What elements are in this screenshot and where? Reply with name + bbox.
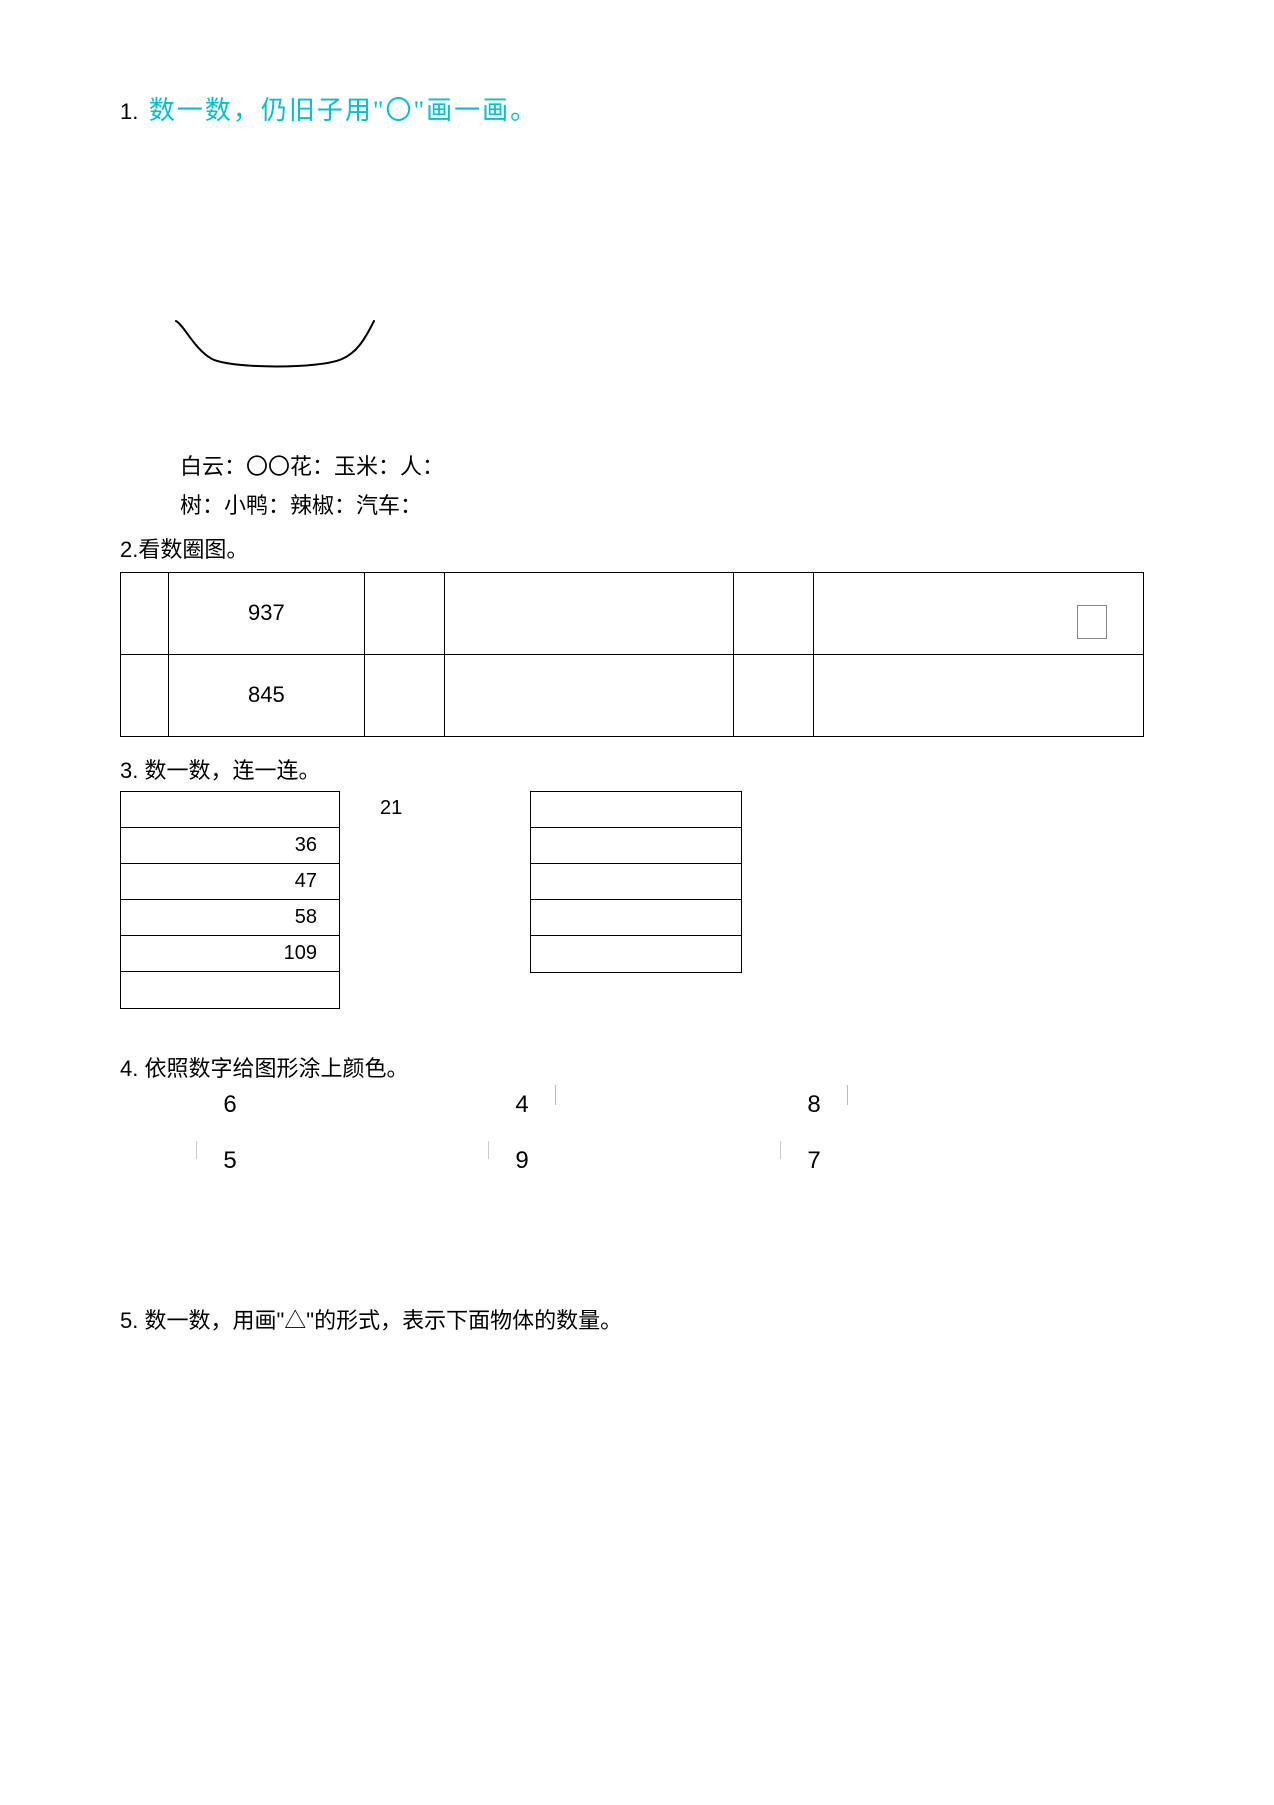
q2-value: 937 bbox=[248, 600, 285, 625]
q4-heading: 4. 依照数字给图形涂上颜色。 bbox=[120, 1051, 1154, 1083]
q5-title-text: 数一数，用画"△"的形式，表示下面物体的数量。 bbox=[138, 1308, 622, 1333]
q3-left-value: 47 bbox=[295, 870, 317, 893]
divider bbox=[847, 1085, 848, 1105]
q3-heading: 3. 数一数，连一连。 bbox=[120, 753, 1154, 785]
q3-number: 3. bbox=[120, 758, 138, 783]
divider bbox=[196, 1141, 197, 1159]
q2-cell bbox=[734, 572, 814, 654]
q1-heading: 1. 数一数，仍旧子用"〇"画一画。 bbox=[120, 90, 1154, 132]
q3-left-value: 36 bbox=[295, 834, 317, 857]
table-row: 845 bbox=[121, 654, 1144, 736]
q3-left-table: 36 47 58 109 bbox=[120, 791, 340, 1009]
q3-left-value: 109 bbox=[284, 942, 317, 965]
list-item bbox=[531, 792, 741, 828]
list-item bbox=[531, 900, 741, 936]
q2-cell bbox=[814, 654, 1144, 736]
q2-number: 2. bbox=[120, 537, 138, 562]
q4-value: 8 bbox=[786, 1091, 842, 1119]
list-item: 47 bbox=[121, 864, 339, 900]
divider bbox=[555, 1085, 556, 1105]
q2-cell bbox=[121, 654, 169, 736]
q2-value: 845 bbox=[248, 682, 285, 707]
divider bbox=[780, 1141, 781, 1159]
q4-value: 5 bbox=[202, 1147, 258, 1175]
q4-row-2: 5 9 7 bbox=[202, 1147, 842, 1175]
q4-value: 4 bbox=[494, 1091, 550, 1119]
q2-cell bbox=[121, 572, 169, 654]
worksheet-page: 1. 数一数，仍旧子用"〇"画一画。 白云：〇〇花：玉米：人： 树：小鸭：辣椒：… bbox=[0, 0, 1274, 1435]
list-item bbox=[121, 972, 339, 1008]
q4-value: 7 bbox=[786, 1147, 842, 1175]
q1-line-2: 树：小鸭：辣椒：汽车： bbox=[180, 486, 1154, 526]
list-item bbox=[531, 828, 741, 864]
q2-cell bbox=[444, 572, 734, 654]
q2-cell bbox=[364, 572, 444, 654]
q4-title-text: 依照数字给图形涂上颜色。 bbox=[138, 1056, 408, 1081]
q2-title-text: 看数圈图。 bbox=[138, 537, 248, 562]
q3-title-text: 数一数，连一连。 bbox=[138, 758, 320, 783]
q2-cell bbox=[734, 654, 814, 736]
q2-cell: 937 bbox=[168, 572, 364, 654]
q3-right-table bbox=[530, 791, 742, 973]
q4-value: 9 bbox=[494, 1147, 550, 1175]
q2-cell bbox=[814, 572, 1144, 654]
divider bbox=[488, 1141, 489, 1159]
list-item bbox=[531, 936, 741, 972]
q1-bowl-drawing bbox=[170, 317, 390, 377]
q2-table: 937 845 bbox=[120, 572, 1144, 737]
q4-number: 4. bbox=[120, 1056, 138, 1081]
list-item: 58 bbox=[121, 900, 339, 936]
q1-title-text: 数一数，仍旧子用"〇"画一画。 bbox=[149, 96, 538, 125]
list-item: 36 bbox=[121, 828, 339, 864]
q3-left-value: 58 bbox=[295, 906, 317, 929]
q3-area: 36 47 58 109 21 bbox=[120, 791, 1154, 1009]
q2-cell bbox=[364, 654, 444, 736]
q1-answer-lines: 白云：〇〇花：玉米：人： 树：小鸭：辣椒：汽车： bbox=[180, 447, 1154, 526]
q2-heading: 2.看数圈图。 bbox=[120, 532, 1154, 564]
q1-line-1: 白云：〇〇花：玉米：人： bbox=[180, 447, 1154, 487]
q2-cell bbox=[444, 654, 734, 736]
q2-small-box bbox=[1077, 605, 1107, 639]
q5-heading: 5. 数一数，用画"△"的形式，表示下面物体的数量。 bbox=[120, 1303, 1154, 1335]
q4-value: 6 bbox=[202, 1091, 258, 1119]
q4-area: 6 4 8 5 9 7 bbox=[202, 1091, 882, 1175]
q3-mid-label: 21 bbox=[340, 791, 480, 820]
list-item bbox=[121, 792, 339, 828]
list-item: 109 bbox=[121, 936, 339, 972]
q4-row-1: 6 4 8 bbox=[202, 1091, 842, 1119]
q1-number: 1. bbox=[120, 99, 138, 124]
q5-number: 5. bbox=[120, 1308, 138, 1333]
q2-cell: 845 bbox=[168, 654, 364, 736]
list-item bbox=[531, 864, 741, 900]
table-row: 937 bbox=[121, 572, 1144, 654]
